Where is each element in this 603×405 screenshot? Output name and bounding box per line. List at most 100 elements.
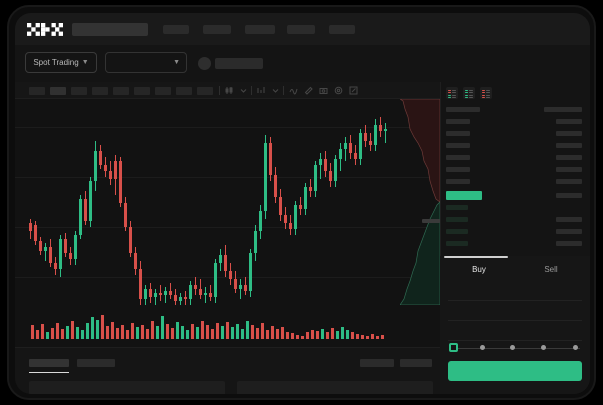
timeframe-1d-button[interactable] bbox=[134, 87, 150, 95]
trade-form-panel: Buy Sell bbox=[440, 256, 590, 394]
candle bbox=[49, 239, 52, 267]
volume-bar bbox=[306, 332, 309, 339]
candle bbox=[289, 215, 292, 235]
candle bbox=[349, 135, 352, 159]
app-screen: Spot Trading ▼ ▼ bbox=[15, 13, 590, 394]
candle bbox=[144, 285, 147, 307]
amount-input[interactable] bbox=[448, 302, 582, 321]
fullscreen-icon[interactable] bbox=[349, 86, 358, 95]
candle bbox=[319, 153, 322, 179]
timeframe-more-button[interactable] bbox=[197, 87, 213, 95]
camera-icon[interactable] bbox=[319, 86, 328, 95]
search-input[interactable] bbox=[72, 23, 148, 36]
toolbar-divider bbox=[283, 86, 284, 95]
tab-sell[interactable]: Sell bbox=[544, 264, 558, 274]
orderbook-asks-icon[interactable] bbox=[480, 87, 492, 99]
volume-bar bbox=[236, 324, 239, 339]
nav-item-markets[interactable] bbox=[203, 25, 231, 34]
volume-bar bbox=[361, 335, 364, 339]
timeframe-1m-button[interactable] bbox=[29, 87, 45, 95]
volume-bar bbox=[321, 329, 324, 339]
candle bbox=[59, 235, 62, 277]
slider-step-75[interactable] bbox=[541, 345, 546, 350]
volume-bar bbox=[86, 323, 89, 339]
candle bbox=[79, 195, 82, 239]
slider-step-25[interactable] bbox=[480, 345, 485, 350]
volume-bar bbox=[96, 320, 99, 339]
amount-percent-slider[interactable] bbox=[450, 348, 580, 349]
line-tool-icon[interactable] bbox=[289, 86, 298, 95]
candle bbox=[314, 161, 317, 197]
okx-logo[interactable] bbox=[27, 23, 63, 36]
candle bbox=[359, 129, 362, 165]
candle bbox=[109, 161, 112, 185]
timeframe-1w-button[interactable] bbox=[155, 87, 171, 95]
settings-icon[interactable] bbox=[334, 86, 343, 95]
volume-bar bbox=[381, 335, 384, 339]
candlestick-type-icon[interactable] bbox=[225, 86, 234, 95]
candle bbox=[119, 157, 122, 207]
candle bbox=[114, 155, 117, 195]
candle bbox=[159, 285, 162, 301]
depth-bid-area bbox=[400, 201, 440, 305]
price-chart[interactable] bbox=[15, 99, 440, 309]
candle bbox=[164, 287, 167, 303]
chevron-down-icon[interactable] bbox=[271, 86, 280, 95]
volume-bar bbox=[281, 327, 284, 339]
nav-item-earn[interactable] bbox=[245, 25, 275, 34]
spot-trading-label: Spot Trading bbox=[33, 58, 79, 67]
orderbook-bids-icon[interactable] bbox=[463, 87, 475, 99]
ask-row-size bbox=[556, 119, 582, 124]
candle bbox=[374, 119, 377, 151]
orders-panel-right bbox=[237, 381, 433, 394]
volume-bar bbox=[176, 322, 179, 339]
trading-pair-dropdown[interactable]: ▼ bbox=[105, 52, 187, 73]
timeframe-1h-button[interactable] bbox=[92, 87, 108, 95]
slider-step-100[interactable] bbox=[573, 345, 578, 350]
action-hide-other-pairs[interactable] bbox=[360, 359, 394, 367]
ask-row-size bbox=[556, 131, 582, 136]
volume-bar bbox=[231, 327, 234, 339]
candle bbox=[354, 145, 357, 165]
total-input[interactable] bbox=[448, 322, 582, 341]
candle bbox=[284, 207, 287, 229]
volume-bar bbox=[266, 330, 269, 339]
action-cancel-all[interactable] bbox=[400, 359, 432, 367]
candle bbox=[129, 221, 132, 257]
timeframe-1mo-button[interactable] bbox=[176, 87, 192, 95]
orderbook-both-icon[interactable] bbox=[446, 87, 458, 99]
tab-order-history[interactable] bbox=[77, 359, 115, 367]
volume-bar bbox=[56, 323, 59, 339]
candle bbox=[229, 263, 232, 285]
tab-open-orders[interactable] bbox=[29, 359, 69, 367]
candle bbox=[324, 151, 327, 177]
indicators-icon[interactable] bbox=[257, 86, 266, 95]
price-input[interactable] bbox=[448, 282, 582, 301]
timeframe-15m-button[interactable] bbox=[71, 87, 87, 95]
chart-toolbar bbox=[15, 82, 440, 99]
panel-scrollbar[interactable] bbox=[444, 256, 508, 258]
volume-bar bbox=[116, 328, 119, 339]
candle bbox=[99, 145, 102, 169]
volume-bar bbox=[366, 336, 369, 339]
candle bbox=[214, 259, 217, 303]
timeframe-4h-button[interactable] bbox=[113, 87, 129, 95]
chevron-down-icon: ▼ bbox=[173, 59, 180, 66]
slider-handle[interactable] bbox=[449, 343, 458, 352]
volume-bar bbox=[356, 334, 359, 339]
volume-bar bbox=[296, 335, 299, 339]
nav-item-assets[interactable] bbox=[329, 25, 355, 34]
bid-row-price bbox=[446, 205, 468, 210]
candle bbox=[344, 137, 347, 161]
buy-submit-button[interactable] bbox=[448, 361, 582, 381]
candle bbox=[184, 291, 187, 305]
chevron-down-icon[interactable] bbox=[239, 86, 248, 95]
spot-trading-dropdown[interactable]: Spot Trading ▼ bbox=[25, 52, 97, 73]
nav-item-more[interactable] bbox=[287, 25, 315, 34]
tab-buy[interactable]: Buy bbox=[472, 264, 486, 274]
volume-bar bbox=[341, 327, 344, 339]
ruler-icon[interactable] bbox=[304, 86, 313, 95]
timeframe-5m-button[interactable] bbox=[50, 87, 66, 95]
nav-item-trade[interactable] bbox=[163, 25, 189, 34]
slider-step-50[interactable] bbox=[510, 345, 515, 350]
